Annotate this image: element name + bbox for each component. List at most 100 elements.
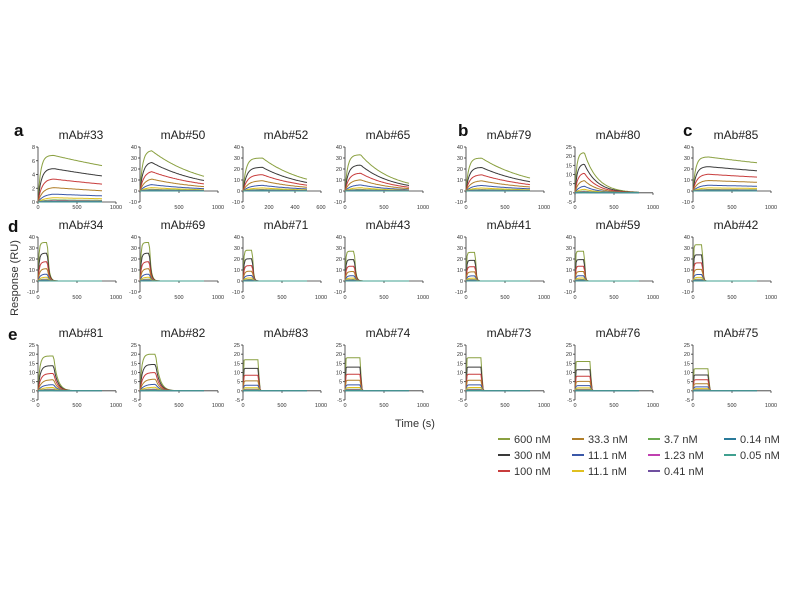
y-tick-label: 20 [684, 257, 690, 263]
x-tick-label: 500 [72, 403, 81, 409]
panel-title: mAb#43 [366, 218, 411, 232]
series-line-0 [465, 157, 531, 192]
legend-label: 100 nM [514, 466, 551, 478]
y-tick-label: 20 [566, 352, 572, 358]
x-tick-label: 0 [241, 403, 244, 409]
x-tick-label: 0 [691, 205, 694, 211]
x-tick-label: 500 [277, 295, 286, 301]
series-line-1 [242, 166, 308, 192]
y-tick-label: -5 [30, 398, 35, 404]
y-tick-label: 0 [460, 189, 463, 195]
y-tick-label: 15 [29, 361, 35, 367]
y-tick-label: 20 [336, 167, 342, 173]
legend-item: 0.41 nM [648, 466, 704, 478]
y-tick-label: 0 [134, 279, 137, 285]
x-tick-label: 500 [500, 403, 509, 409]
y-tick-label: 0 [687, 389, 690, 395]
panel-title: mAb#83 [264, 326, 309, 340]
series-line-4 [37, 193, 103, 203]
y-tick-label: 0 [32, 200, 35, 206]
series-line-1 [37, 168, 103, 203]
y-tick-label: 20 [566, 154, 572, 160]
y-tick-label: 10 [234, 268, 240, 274]
legend-item: 3.7 nM [648, 434, 698, 446]
x-tick-label: 0 [138, 205, 141, 211]
y-tick-label: 0 [460, 279, 463, 285]
legend-item: 600 nM [498, 434, 551, 446]
series-line-4 [344, 184, 409, 192]
series-line-2 [465, 174, 531, 192]
y-tick-label: -5 [567, 398, 572, 404]
y-tick-label: 20 [684, 167, 690, 173]
y-tick-label: 0 [339, 389, 342, 395]
series-line-5 [465, 187, 530, 192]
legend-label: 600 nM [514, 434, 551, 446]
panel-title: mAb#34 [59, 218, 104, 232]
y-tick-label: 30 [234, 246, 240, 252]
y-tick-label: 25 [566, 145, 572, 151]
x-tick-label: 500 [609, 295, 618, 301]
x-tick-label: 500 [727, 403, 736, 409]
y-tick-label: 20 [336, 352, 342, 358]
x-tick-label: 0 [343, 403, 346, 409]
x-tick-label: 0 [464, 205, 467, 211]
x-tick-label: 1000 [212, 295, 224, 301]
y-tick-label: 10 [684, 178, 690, 184]
y-tick-label: 30 [336, 246, 342, 252]
y-tick-label: 10 [234, 371, 240, 377]
y-tick-label: 30 [684, 246, 690, 252]
x-tick-label: 0 [464, 403, 467, 409]
y-tick-label: 40 [457, 235, 463, 241]
x-tick-label: 1000 [538, 403, 550, 409]
legend-label: 11.1 nM [588, 450, 627, 462]
x-tick-label: 1000 [538, 295, 550, 301]
legend-label: 11.1 nM [588, 466, 627, 478]
y-axis-label: Response (RU) [9, 240, 21, 316]
y-tick-label: 30 [234, 156, 240, 162]
x-tick-label: 1000 [417, 295, 429, 301]
legend-item: 11.1 nM [572, 466, 627, 478]
y-tick-label: -10 [129, 200, 137, 206]
y-tick-label: 40 [131, 235, 137, 241]
y-tick-label: 15 [234, 361, 240, 367]
series-line-2 [465, 373, 530, 392]
x-tick-label: 600 [316, 205, 325, 211]
series-line-1 [344, 164, 410, 192]
x-tick-label: 0 [464, 295, 467, 301]
series-line-1 [692, 166, 758, 192]
x-tick-label: 0 [36, 403, 39, 409]
x-tick-label: 500 [500, 205, 509, 211]
panel-title: mAb#41 [487, 218, 532, 232]
y-tick-label: 8 [32, 145, 35, 151]
series-line-1 [139, 364, 204, 392]
panel-letter-a: a [14, 121, 24, 140]
x-tick-label: 1000 [538, 205, 550, 211]
y-tick-label: 20 [234, 257, 240, 263]
panel-title: mAb#50 [161, 128, 206, 142]
y-tick-label: -10 [455, 290, 463, 296]
y-tick-label: 0 [569, 279, 572, 285]
y-tick-label: -5 [337, 398, 342, 404]
series-line-3 [344, 179, 410, 192]
x-tick-label: 0 [573, 295, 576, 301]
y-tick-label: -10 [682, 200, 690, 206]
y-tick-label: -5 [132, 398, 137, 404]
series-line-2 [574, 172, 639, 193]
y-tick-label: 20 [234, 167, 240, 173]
legend-item: 0.14 nM [724, 434, 780, 446]
y-tick-label: -10 [232, 200, 240, 206]
series-line-5 [692, 187, 757, 192]
series-line-2 [37, 373, 102, 392]
x-tick-label: 0 [241, 205, 244, 211]
panel-title: mAb#75 [714, 326, 759, 340]
y-tick-label: 25 [234, 343, 240, 349]
y-tick-label: 5 [339, 380, 342, 386]
x-tick-label: 0 [36, 295, 39, 301]
